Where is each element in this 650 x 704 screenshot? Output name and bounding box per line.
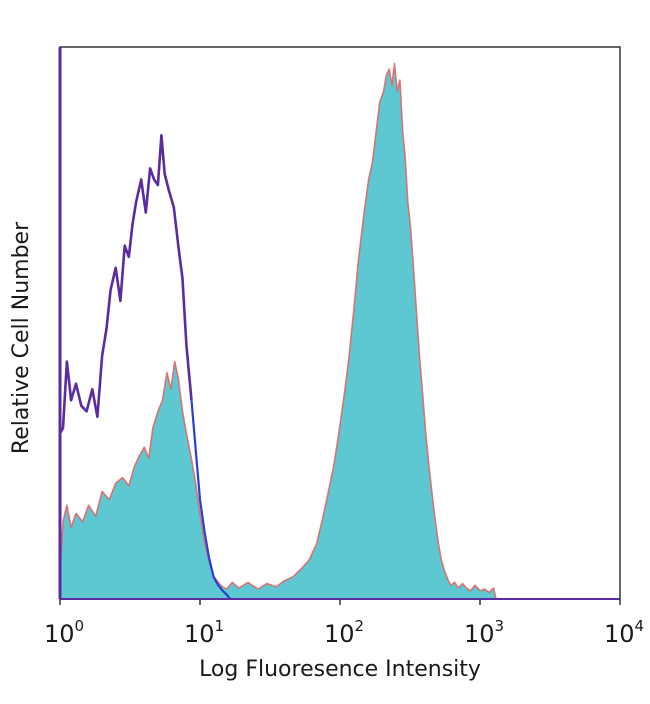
x-tick-label: 101 [184, 617, 224, 648]
x-tick-label: 102 [324, 617, 364, 648]
x-tick-label: 103 [464, 617, 504, 648]
x-tick-label: 104 [604, 617, 644, 648]
x-axis-ticks: 100 101 102 103 104 [44, 599, 644, 648]
filled-histogram-outline [59, 62, 497, 600]
y-axis-title: Relative Cell Number [9, 221, 34, 454]
isotype-histogram-tail [190, 400, 232, 600]
filled-histogram-area [60, 63, 496, 600]
isotype-histogram-line [58, 134, 193, 435]
x-tick-label: 100 [44, 617, 84, 648]
x-axis-title: Log Fluoresence Intensity [199, 657, 481, 682]
